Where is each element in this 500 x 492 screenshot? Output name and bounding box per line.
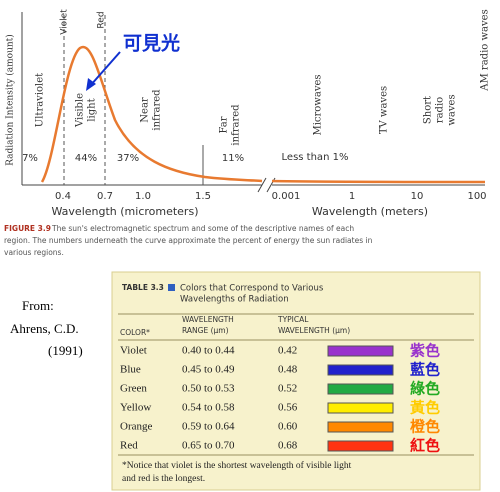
x-tick-label: 10 bbox=[411, 191, 424, 202]
source: (1991) bbox=[48, 343, 83, 358]
source: From: bbox=[22, 298, 54, 313]
table-icon bbox=[168, 284, 175, 291]
chinese-name: 橙色 bbox=[410, 418, 440, 436]
cell: Violet bbox=[120, 345, 147, 357]
color-swatch bbox=[327, 364, 394, 376]
color-swatch bbox=[327, 440, 394, 452]
cell: 0.54 to 0.58 bbox=[182, 402, 235, 414]
spectrum-curve bbox=[271, 179, 486, 184]
axis-break bbox=[257, 177, 267, 193]
cell: 0.50 to 0.53 bbox=[182, 383, 235, 395]
cell: 0.42 bbox=[278, 345, 297, 357]
region-label: Ultraviolet bbox=[35, 73, 46, 127]
column-header: TYPICAL bbox=[277, 315, 309, 324]
caption: various regions. bbox=[4, 248, 64, 257]
x-tick-label: 0.4 bbox=[55, 191, 71, 202]
column-header: WAVELENGTH (µm) bbox=[278, 326, 350, 335]
chinese-name: 紅色 bbox=[410, 437, 440, 455]
region-label: Short bbox=[423, 96, 434, 124]
region-label: Near bbox=[140, 97, 151, 123]
x-tick-label: 1.5 bbox=[195, 191, 211, 202]
region-label: Visible bbox=[75, 93, 86, 128]
x-axis-label: Wavelength (micrometers) bbox=[52, 205, 199, 218]
table-label: TABLE 3.3 bbox=[122, 283, 164, 292]
percent-label: 37% bbox=[117, 153, 139, 164]
cell: 0.52 bbox=[278, 383, 297, 395]
caption: region. The numbers underneath the curve… bbox=[4, 236, 373, 245]
x-tick-label: 0.001 bbox=[272, 191, 301, 202]
y-axis-label: Radiation Intensity (amount) bbox=[5, 34, 16, 166]
color-swatch bbox=[327, 345, 394, 357]
arrow-head bbox=[86, 78, 96, 91]
cell: Green bbox=[120, 383, 147, 395]
column-header: RANGE (µm) bbox=[182, 326, 229, 335]
percent-label: 44% bbox=[75, 153, 97, 164]
annotation: 可見光 bbox=[123, 32, 180, 55]
x-tick-label: 1.0 bbox=[135, 191, 151, 202]
table-box bbox=[111, 271, 481, 491]
cell: Orange bbox=[120, 421, 152, 433]
x-axis-label: Wavelength (meters) bbox=[312, 205, 428, 218]
region-label: Far bbox=[219, 116, 230, 133]
source: Ahrens, C.D. bbox=[10, 321, 79, 336]
region-label: Microwaves bbox=[313, 74, 324, 135]
percent-label: 11% bbox=[222, 153, 244, 164]
cell: Yellow bbox=[120, 402, 151, 414]
spectrum-curve bbox=[40, 45, 263, 183]
cell: Red bbox=[120, 440, 138, 452]
arrow bbox=[89, 51, 121, 87]
region-label: TV waves bbox=[379, 86, 390, 134]
chinese-name: 藍色 bbox=[410, 361, 440, 379]
marker-label: Red bbox=[97, 11, 107, 28]
column-header: COLOR* bbox=[120, 328, 150, 337]
region-label: AM radio waves bbox=[480, 9, 491, 91]
cell: 0.45 to 0.49 bbox=[182, 364, 235, 376]
region-label: infrared bbox=[152, 89, 163, 131]
cell: 0.65 to 0.70 bbox=[182, 440, 235, 452]
percent-label: Less than 1% bbox=[282, 152, 349, 163]
region-label: radio bbox=[435, 97, 446, 123]
cell: 0.48 bbox=[278, 364, 298, 376]
x-tick-label: 100 bbox=[467, 191, 486, 202]
cell: 0.56 bbox=[278, 402, 298, 414]
x-tick-label: 1 bbox=[349, 191, 355, 202]
cell: 0.59 to 0.64 bbox=[182, 421, 235, 433]
caption: The sun's electromagnetic spectrum and s… bbox=[51, 224, 354, 233]
cell: 0.40 to 0.44 bbox=[182, 345, 235, 357]
percent-label: 7% bbox=[22, 153, 38, 164]
cell: Blue bbox=[120, 364, 141, 376]
cell: 0.68 bbox=[278, 440, 298, 452]
chinese-name: 黃色 bbox=[410, 399, 440, 417]
column-header: WAVELENGTH bbox=[182, 315, 234, 324]
x-tick-label: 0.7 bbox=[97, 191, 113, 202]
color-swatch bbox=[327, 402, 394, 414]
region-label: light bbox=[87, 98, 98, 121]
chinese-name: 綠色 bbox=[410, 380, 440, 398]
caption-label: FIGURE 3.9 bbox=[4, 224, 51, 233]
table-title: Colors that Correspond to Various bbox=[180, 284, 324, 294]
chinese-name: 紫色 bbox=[410, 342, 440, 360]
cell: 0.60 bbox=[278, 421, 298, 433]
color-swatch bbox=[327, 383, 394, 395]
marker-label: Violet bbox=[60, 9, 70, 35]
region-label: infrared bbox=[231, 104, 242, 146]
table-note: and red is the longest. bbox=[122, 474, 205, 484]
table-title: Wavelengths of Radiation bbox=[180, 295, 289, 305]
region-label: waves bbox=[447, 94, 458, 125]
table-note: *Notice that violet is the shortest wave… bbox=[122, 460, 352, 471]
color-swatch bbox=[327, 421, 394, 433]
